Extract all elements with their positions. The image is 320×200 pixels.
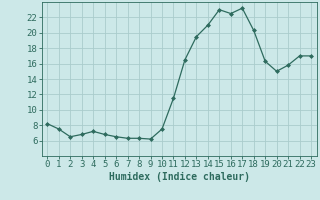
X-axis label: Humidex (Indice chaleur): Humidex (Indice chaleur) [109, 172, 250, 182]
